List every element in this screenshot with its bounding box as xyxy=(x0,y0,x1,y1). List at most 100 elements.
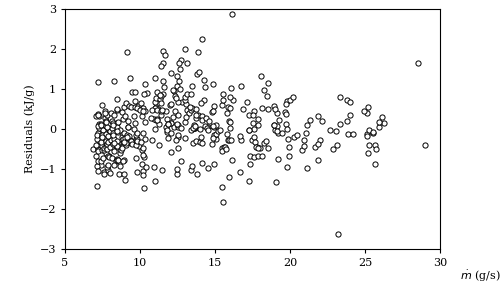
Point xyxy=(98,133,106,138)
Point xyxy=(128,89,136,94)
Point xyxy=(244,100,252,104)
Point xyxy=(212,122,220,127)
Point xyxy=(162,128,170,132)
Point xyxy=(136,101,144,105)
Point xyxy=(151,100,159,104)
Point xyxy=(258,153,266,158)
Point xyxy=(93,183,101,188)
Point xyxy=(125,103,133,108)
Point xyxy=(172,137,180,142)
Point xyxy=(285,154,293,158)
Point xyxy=(219,98,227,103)
Point xyxy=(174,113,182,117)
Point xyxy=(152,118,160,123)
Point xyxy=(106,171,114,175)
Point xyxy=(201,84,209,89)
Point xyxy=(178,100,186,104)
Point xyxy=(94,146,102,151)
Point xyxy=(176,87,184,91)
Point xyxy=(177,58,185,63)
Point xyxy=(162,52,170,57)
Point xyxy=(208,109,216,113)
Point xyxy=(123,134,131,139)
Point xyxy=(130,89,138,94)
Point xyxy=(220,145,228,149)
Point xyxy=(263,93,271,98)
Point xyxy=(177,159,185,163)
Point xyxy=(318,119,326,123)
Point xyxy=(98,156,106,161)
Point xyxy=(166,102,173,107)
Point xyxy=(133,136,141,141)
Point xyxy=(93,137,101,142)
Point xyxy=(202,124,209,129)
Point xyxy=(108,119,116,124)
Point xyxy=(100,148,108,153)
Point xyxy=(102,144,110,149)
Point xyxy=(159,61,167,66)
Point xyxy=(282,112,290,117)
Point xyxy=(150,117,158,121)
Point xyxy=(118,137,126,142)
Point xyxy=(110,162,118,167)
Point xyxy=(121,114,129,119)
Point xyxy=(108,125,116,130)
Point xyxy=(210,162,218,166)
Point xyxy=(112,156,120,161)
Point xyxy=(176,60,184,65)
Point xyxy=(121,178,129,183)
Point xyxy=(94,123,102,128)
Point xyxy=(97,159,105,163)
Point xyxy=(140,109,148,114)
Point xyxy=(103,125,111,130)
Point xyxy=(228,158,236,163)
Point xyxy=(204,166,212,170)
Point xyxy=(103,142,111,146)
Point xyxy=(139,173,147,177)
Point xyxy=(254,123,262,127)
Point xyxy=(102,113,110,118)
Point xyxy=(150,178,158,183)
Point xyxy=(112,158,120,163)
Point xyxy=(102,119,110,123)
Point xyxy=(237,84,245,88)
Point xyxy=(190,125,198,130)
Point xyxy=(105,153,113,158)
Point xyxy=(172,96,179,101)
Point xyxy=(333,142,341,147)
Point xyxy=(183,108,191,112)
Point xyxy=(282,121,290,126)
Point xyxy=(157,101,165,105)
Point xyxy=(167,121,175,125)
Point xyxy=(168,131,175,136)
Point xyxy=(112,125,120,130)
Point xyxy=(226,120,234,124)
Point xyxy=(150,126,158,131)
Point xyxy=(106,129,114,134)
Point xyxy=(250,155,258,159)
Point xyxy=(183,61,191,65)
Point xyxy=(120,157,128,162)
Point xyxy=(363,134,371,139)
Point xyxy=(93,133,101,137)
Point xyxy=(196,127,204,132)
Point xyxy=(142,165,150,169)
Point xyxy=(130,120,138,125)
Point xyxy=(167,150,175,155)
Point xyxy=(198,160,206,165)
Point xyxy=(126,138,134,142)
Point xyxy=(270,123,278,128)
Point xyxy=(375,120,383,124)
Point xyxy=(192,138,200,143)
Point xyxy=(190,126,198,130)
Point xyxy=(216,128,224,132)
Point xyxy=(116,128,124,133)
Point xyxy=(92,154,100,159)
Point xyxy=(95,126,103,131)
Point xyxy=(102,138,110,143)
Point xyxy=(346,113,354,117)
Point xyxy=(191,124,199,128)
Point xyxy=(343,97,351,102)
Point xyxy=(94,80,102,85)
Point xyxy=(188,106,196,110)
